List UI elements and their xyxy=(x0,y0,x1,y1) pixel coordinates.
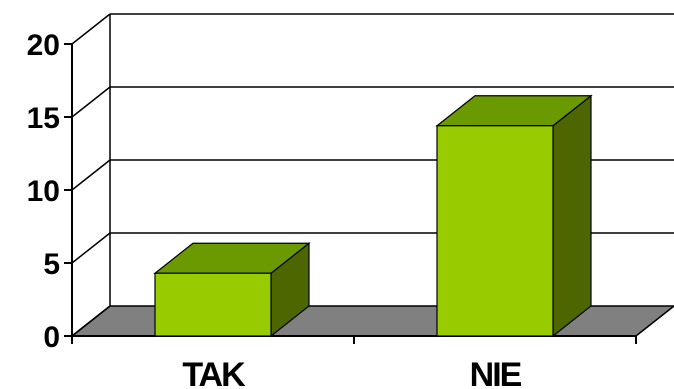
chart-axes xyxy=(64,14,637,344)
y-tick-label: 15 xyxy=(27,102,60,135)
y-axis-tick-labels: 0 5 10 15 20 xyxy=(27,29,60,354)
y-tick-label: 20 xyxy=(27,29,60,62)
bar-side-face xyxy=(552,94,592,338)
side-wall-line xyxy=(71,159,111,191)
side-wall-line xyxy=(71,86,111,118)
y-tick-label: 0 xyxy=(43,321,60,354)
bar-front-face xyxy=(436,125,554,337)
side-wall-line xyxy=(71,13,111,45)
y-tick-label: 5 xyxy=(43,248,60,281)
x-axis-tick-labels: TAK NIE xyxy=(182,356,523,389)
bar-front-face xyxy=(154,272,272,337)
side-wall-line xyxy=(71,232,111,264)
x-tick-label: TAK xyxy=(182,356,246,389)
x-tick-label: NIE xyxy=(470,356,522,389)
y-tick-label: 10 xyxy=(27,175,60,208)
bar-nie xyxy=(435,94,593,338)
chart-bars xyxy=(153,94,593,338)
side-wall-line xyxy=(71,305,111,337)
bar-tak xyxy=(153,241,311,338)
